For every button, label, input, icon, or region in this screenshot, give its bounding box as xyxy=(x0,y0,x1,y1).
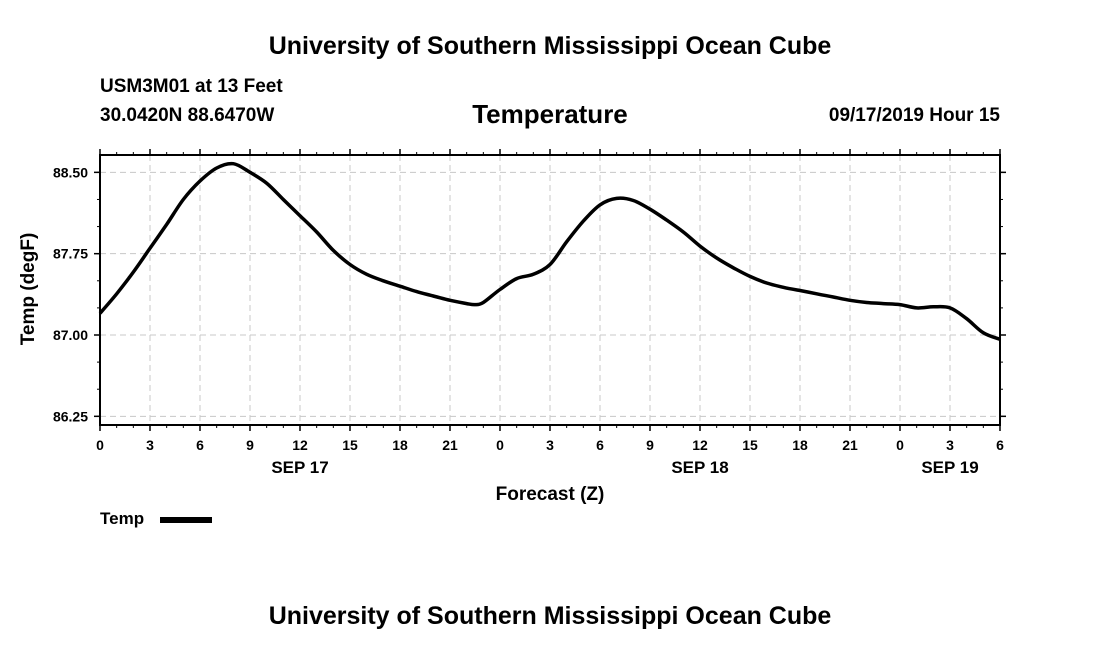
y-tick-label: 88.50 xyxy=(53,164,88,180)
x-tick-label: 6 xyxy=(596,437,604,453)
x-tick-label: 12 xyxy=(692,437,708,453)
x-tick-label: 9 xyxy=(646,437,654,453)
x-tick-label: 0 xyxy=(496,437,504,453)
y-axis-ticks: 86.25 87.00 87.75 88.50 xyxy=(53,164,1006,424)
x-tick-label: 3 xyxy=(146,437,154,453)
y-tick-label: 87.00 xyxy=(53,327,88,343)
x-tick-label: 3 xyxy=(946,437,954,453)
chart-grid xyxy=(100,155,1000,425)
page-title: University of Southern Mississippi Ocean… xyxy=(268,32,832,60)
x-tick-label: 12 xyxy=(292,437,308,453)
station-name: USM3M01 at 13 Feet xyxy=(100,76,283,97)
x-date-label: SEP 19 xyxy=(921,458,978,477)
issued-datetime: 09/17/2019 Hour 15 xyxy=(828,105,1000,126)
y-tick-label: 86.25 xyxy=(53,408,88,424)
station-coords: 30.0420N 88.6470W xyxy=(100,105,275,126)
legend-label-temp: Temp xyxy=(100,509,145,528)
x-tick-label: 15 xyxy=(742,437,758,453)
x-axis-label: Forecast (Z) xyxy=(496,484,605,505)
x-tick-label: 6 xyxy=(196,437,204,453)
x-tick-label: 9 xyxy=(246,437,254,453)
x-tick-label: 21 xyxy=(442,437,458,453)
x-tick-label: 15 xyxy=(342,437,358,453)
x-tick-label: 6 xyxy=(996,437,1004,453)
x-axis-ticks: 0 3 6 9 12 15 18 21 0 3 6 9 12 15 18 21 0 3 6 SEP 17 SEP 18 S… xyxy=(96,149,1004,477)
x-tick-label: 0 xyxy=(96,437,104,453)
x-tick-label: 18 xyxy=(392,437,408,453)
chart-series xyxy=(98,161,1001,341)
x-tick-label: 21 xyxy=(842,437,858,453)
chart-title: Temperature xyxy=(472,99,628,129)
series-line-temp xyxy=(98,161,1001,341)
x-tick-label: 0 xyxy=(896,437,904,453)
y-tick-label: 87.75 xyxy=(53,246,88,262)
x-date-label: SEP 17 xyxy=(271,458,328,477)
x-tick-label: 3 xyxy=(546,437,554,453)
x-tick-label: 18 xyxy=(792,437,808,453)
x-date-label: SEP 18 xyxy=(671,458,728,477)
y-axis-label: Temp (degF) xyxy=(18,233,39,346)
legend-swatch-temp xyxy=(160,517,212,523)
page-footer-title: University of Southern Mississippi Ocean… xyxy=(268,602,832,630)
